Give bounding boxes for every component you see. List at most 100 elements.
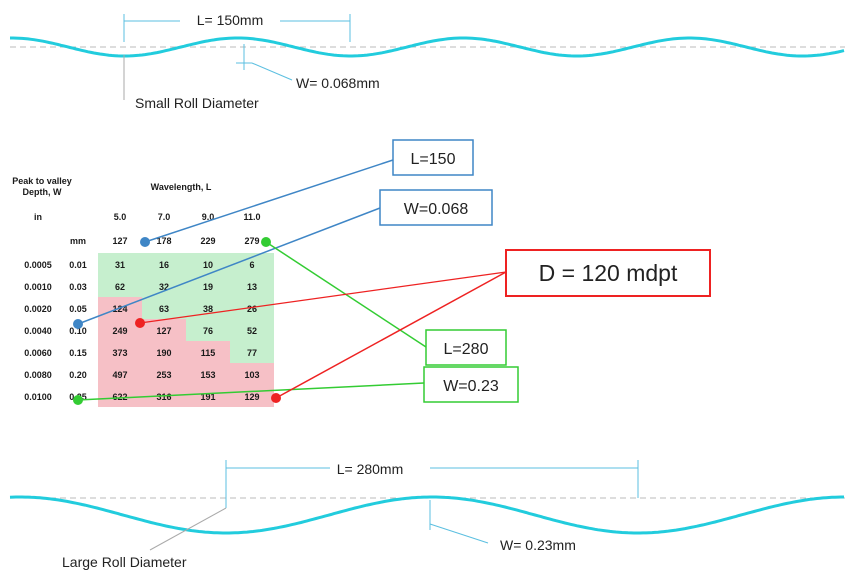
bottom-width-label: W= 0.23mm <box>500 537 576 553</box>
col-header-mm: 229 <box>200 236 215 246</box>
table-cell-bg <box>230 341 274 363</box>
depth-header-line1: Peak to valley <box>12 176 72 186</box>
table-cell-bg <box>186 319 230 341</box>
unit-in-label: in <box>34 212 42 222</box>
connector-d120-upper <box>139 271 507 324</box>
table-cell: 52 <box>247 326 257 336</box>
table-cell: 191 <box>200 392 215 402</box>
table-cell-bg <box>98 385 142 407</box>
table-cell-bg <box>98 319 142 341</box>
row-depth-mm: 0.10 <box>69 326 87 336</box>
bottom-caption-leader <box>149 507 227 551</box>
table-cell-bg <box>186 341 230 363</box>
top-width-leader <box>251 62 293 81</box>
col-header-in: 5.0 <box>114 212 127 222</box>
bottom-caption: Large Roll Diameter <box>62 554 187 570</box>
bottom-width-leader <box>429 523 489 544</box>
col-header-mm: 279 <box>244 236 259 246</box>
top-wave-group: L= 150mm W= 0.068mm Small Roll Diameter <box>10 11 845 111</box>
top-caption: Small Roll Diameter <box>135 95 259 111</box>
connector-lines <box>73 159 507 405</box>
connector-l150 <box>144 159 394 243</box>
table-cell-bg <box>186 385 230 407</box>
top-length-label-bg <box>180 11 280 29</box>
table-cell: 31 <box>115 260 125 270</box>
top-wave <box>10 36 845 58</box>
table-cell-bg <box>186 297 230 319</box>
table-row: 0.0005 0.01 31 16 10 6 <box>24 253 274 275</box>
bottom-wave <box>9 495 844 535</box>
row-depth-in: 0.0100 <box>24 392 52 402</box>
col-header-mm: 127 <box>112 236 127 246</box>
row-depth-in: 0.0010 <box>24 282 52 292</box>
table-cell-bg <box>142 253 186 275</box>
table-cell-bg <box>98 363 142 385</box>
bottom-length-label-bg <box>330 460 430 478</box>
table-row: 0.0040 0.10 249 127 76 52 <box>24 319 274 341</box>
table-cell-bg <box>142 363 186 385</box>
table-cell: 124 <box>112 304 127 314</box>
col-header-in: 9.0 <box>202 212 215 222</box>
bottom-length-label: L= 280mm <box>337 461 404 477</box>
table-cell-bg <box>98 341 142 363</box>
col-header-in: 7.0 <box>158 212 171 222</box>
callout-l280: L=280 <box>444 341 489 358</box>
wavelength-table: Peak to valley Depth, W Wavelength, L in… <box>12 176 274 407</box>
table-cell-bg <box>186 275 230 297</box>
row-depth-mm: 0.03 <box>69 282 87 292</box>
table-cell: 249 <box>112 326 127 336</box>
table-cell: 16 <box>159 260 169 270</box>
table-cell: 63 <box>159 304 169 314</box>
unit-mm-label: mm <box>70 236 86 246</box>
row-depth-mm: 0.20 <box>69 370 87 380</box>
table-cell-bg <box>142 319 186 341</box>
table-cell: 253 <box>156 370 171 380</box>
callout-l150-box <box>392 139 474 176</box>
table-cell: 129 <box>244 392 259 402</box>
table-cell: 38 <box>203 304 213 314</box>
row-depth-in: 0.0060 <box>24 348 52 358</box>
dot-w023 <box>73 395 83 405</box>
table-cell: 153 <box>200 370 215 380</box>
connector-d120-lower <box>275 271 507 399</box>
column-headers-mm: 127 178 229 279 <box>112 236 259 246</box>
table-cell: 190 <box>156 348 171 358</box>
table-cell: 127 <box>156 326 171 336</box>
callout-w023-box <box>423 366 519 403</box>
callout-w023: W=0.23 <box>443 378 499 395</box>
table-body: 0.0005 0.01 31 16 10 6 0.0010 0.03 62 32 19 13 0.002… <box>24 253 274 407</box>
top-width-label: W= 0.068mm <box>296 75 380 91</box>
bottom-wave-group: L= 280mm W= 0.23mm Large Roll Diameter <box>9 460 845 570</box>
connector-w023 <box>77 382 425 401</box>
wavelength-header: Wavelength, L <box>151 182 212 192</box>
table-cell: 77 <box>247 348 257 358</box>
table-row: 0.0010 0.03 62 32 19 13 <box>24 275 274 297</box>
table-cell-bg <box>230 297 274 319</box>
dot-l280 <box>261 237 271 247</box>
dot-d120-lower <box>271 393 281 403</box>
table-cell-bg <box>98 253 142 275</box>
row-depth-in: 0.0005 <box>24 260 52 270</box>
table-row: 0.0080 0.20 497 253 153 103 <box>24 363 274 385</box>
row-depth-in: 0.0040 <box>24 326 52 336</box>
table-cell: 62 <box>115 282 125 292</box>
table-cell-bg <box>230 319 274 341</box>
table-cell: 115 <box>201 348 216 358</box>
dot-l150 <box>140 237 150 247</box>
table-cell: 103 <box>244 370 259 380</box>
table-cell: 316 <box>156 392 171 402</box>
dot-d120-upper <box>135 318 145 328</box>
callout-d120-box <box>505 249 711 297</box>
table-cell: 19 <box>203 282 213 292</box>
table-cell-bg <box>230 253 274 275</box>
connector-w0068 <box>77 207 381 325</box>
dot-w0068 <box>73 319 83 329</box>
callout-w0068: W=0.068 <box>404 201 469 218</box>
row-depth-mm: 0.15 <box>69 348 87 358</box>
table-cell-bg <box>142 297 186 319</box>
table-cell: 13 <box>247 282 257 292</box>
column-headers-in: 5.0 7.0 9.0 11.0 <box>114 212 261 222</box>
callout-w0068-box <box>379 189 493 226</box>
table-cell-bg <box>142 275 186 297</box>
